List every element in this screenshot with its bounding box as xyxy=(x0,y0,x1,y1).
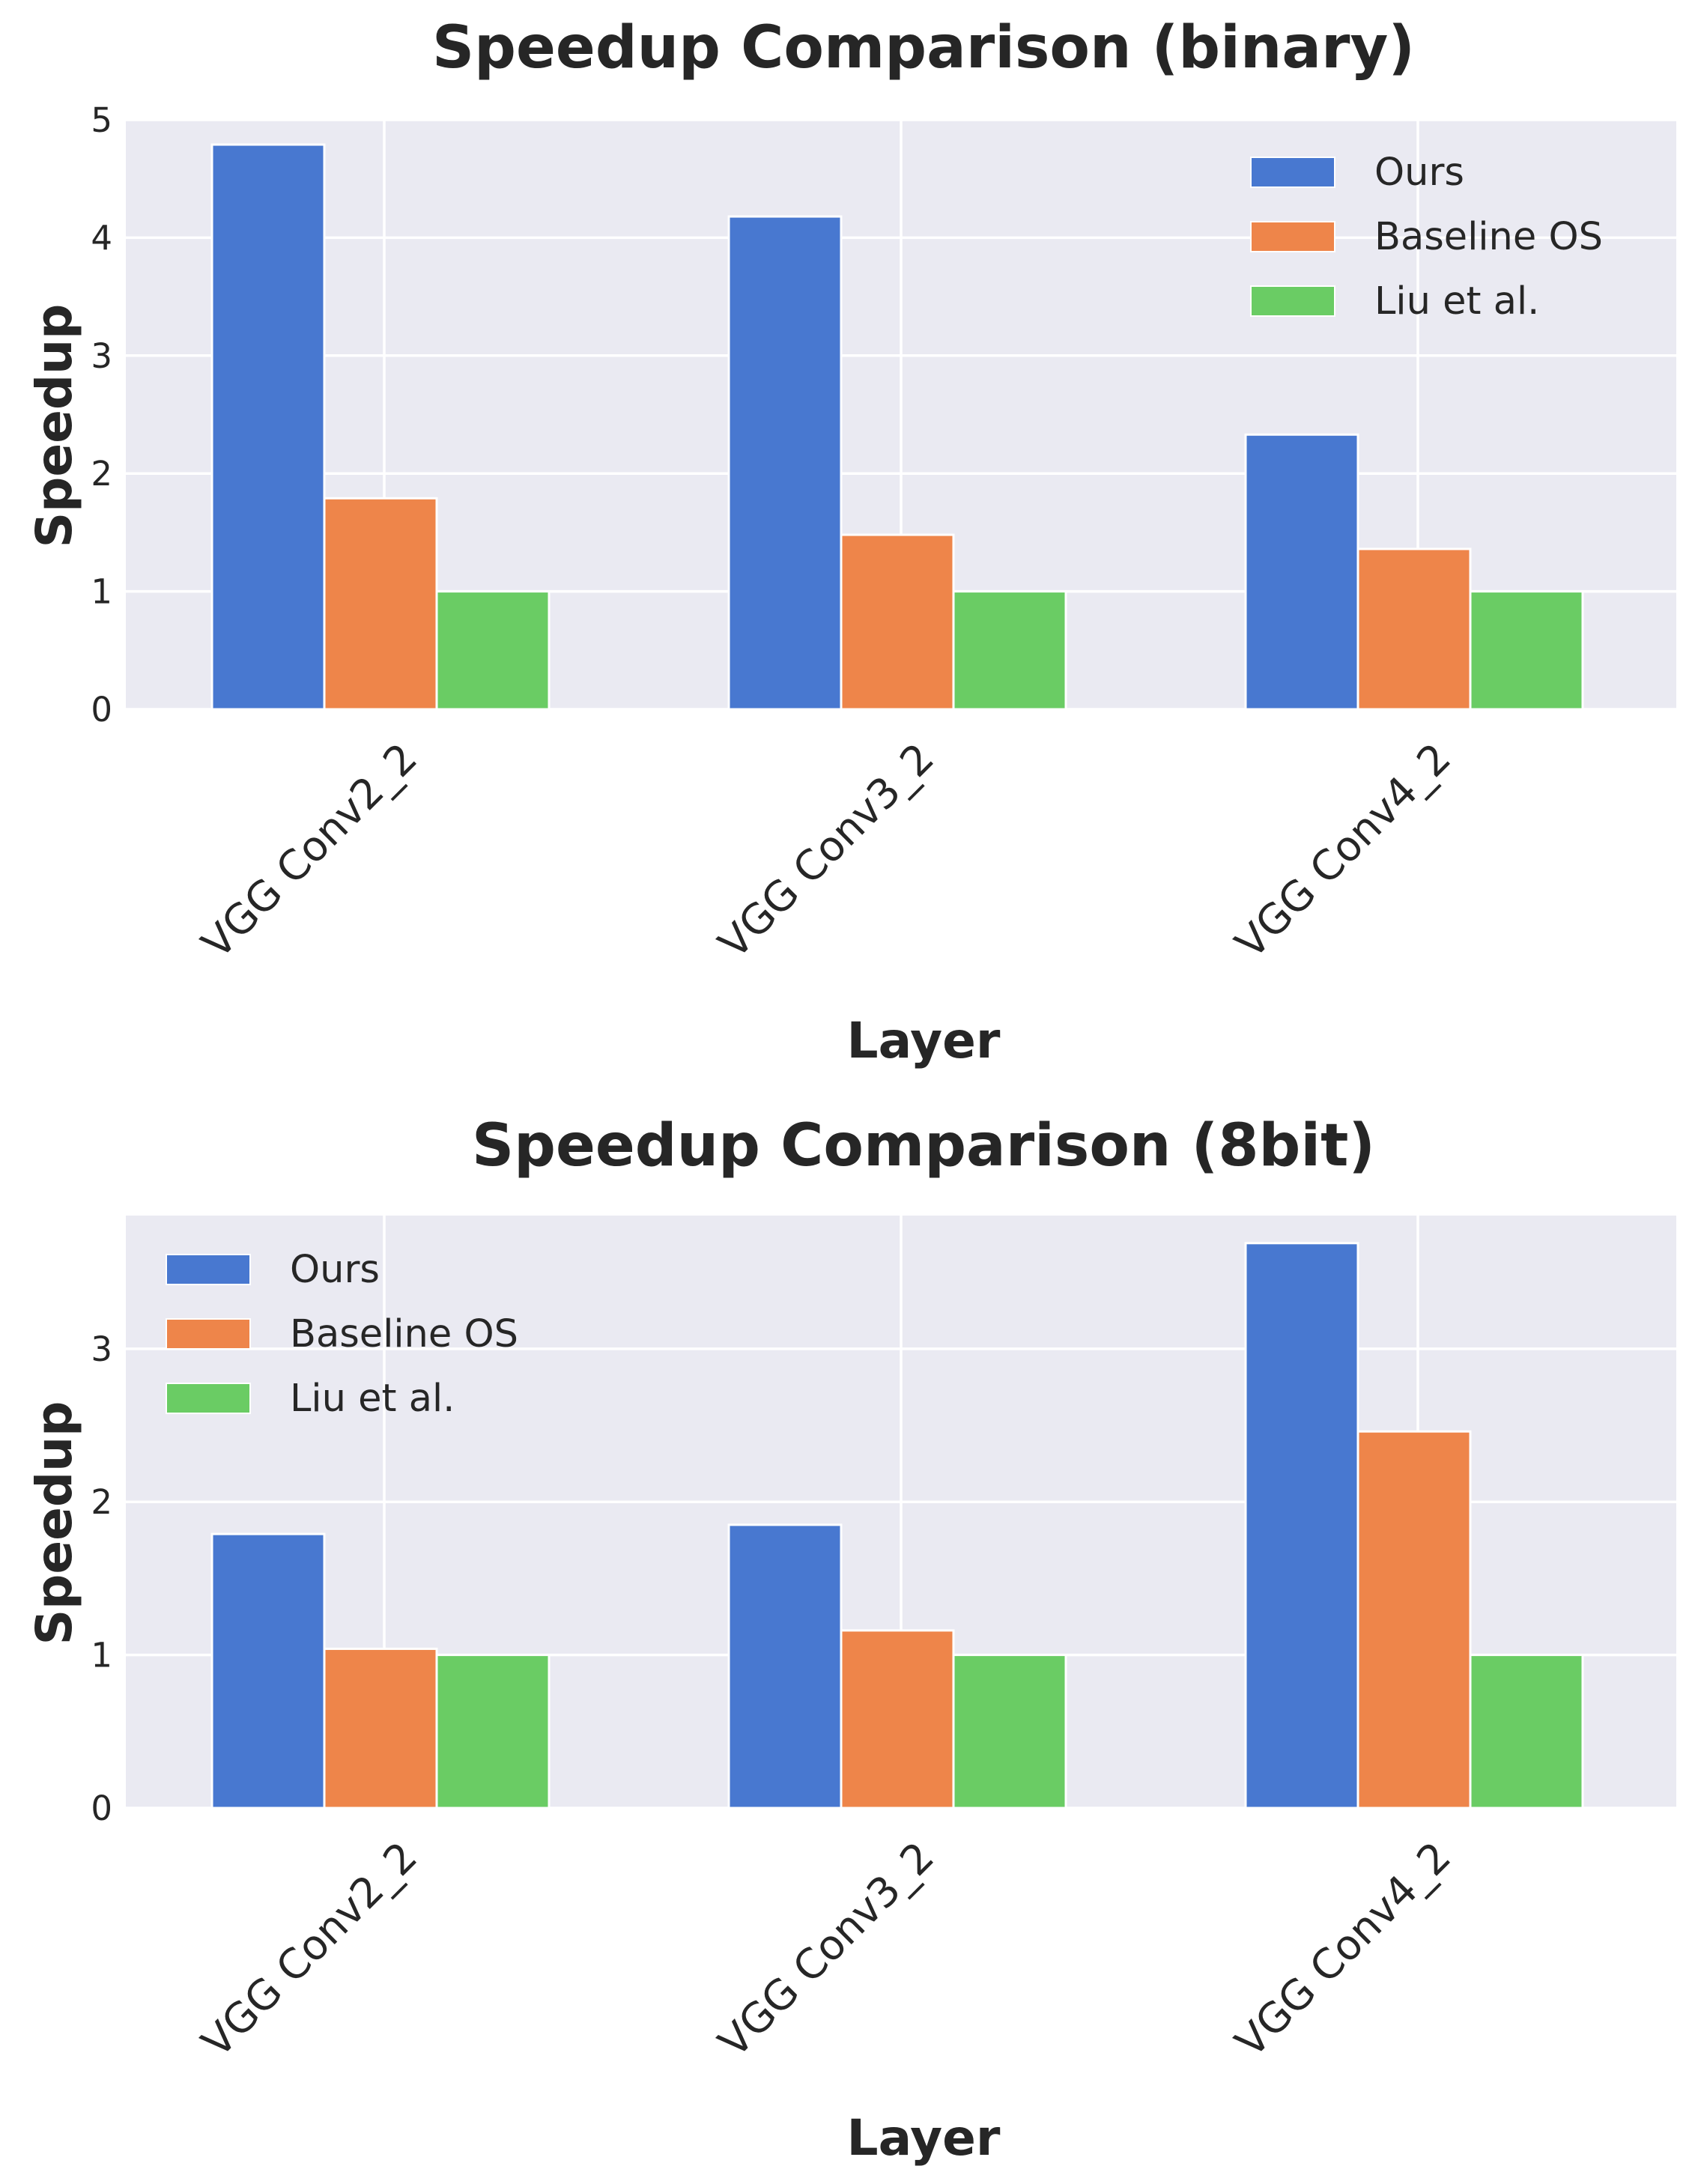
legend-swatch xyxy=(166,1254,251,1285)
x-axis-label: Layer xyxy=(847,2109,1001,2167)
y-tick-label: 0 xyxy=(91,690,112,729)
legend: Ours Baseline OS Liu et al. xyxy=(1250,151,1603,324)
bar-baseline-os-2 xyxy=(840,533,955,711)
y-tick-label: 0 xyxy=(91,1789,112,1828)
legend-swatch xyxy=(166,1318,251,1350)
legend: Ours Baseline OS Liu et al. xyxy=(166,1248,518,1421)
legend-label: Liu et al. xyxy=(290,1377,455,1421)
bar-baseline-os-3 xyxy=(1356,1430,1472,1810)
bar-baseline-os-2 xyxy=(840,1629,955,1810)
x-tick-label: VGG Conv4_2 xyxy=(1226,1833,1460,2066)
legend-label: Baseline OS xyxy=(1374,215,1603,259)
x-axis-label: Layer xyxy=(847,1012,1001,1070)
y-tick-label: 5 xyxy=(91,100,112,140)
y-tick-label: 1 xyxy=(91,1636,112,1675)
y-tick-label: 4 xyxy=(91,218,112,258)
bar-liu-et-al-2 xyxy=(952,1654,1067,1810)
chart-2: 0 1 2 3 VGG Conv2_2 VGG Conv3_2 VGG Conv4_2 Spe… xyxy=(25,1112,1676,2167)
bar-ours-3 xyxy=(1244,1242,1359,1810)
x-tick-label: VGG Conv3_2 xyxy=(709,1833,943,2066)
x-tick-label: VGG Conv2_2 xyxy=(192,1833,426,2066)
legend-swatch xyxy=(1250,221,1335,252)
chart-title: Speedup Comparison (binary) xyxy=(432,14,1415,82)
legend-label: Ours xyxy=(290,1248,380,1292)
x-tick-label: VGG Conv3_2 xyxy=(709,734,943,968)
bar-baseline-os-1 xyxy=(323,1647,438,1810)
legend-swatch xyxy=(1250,285,1335,317)
bar-liu-et-al-1 xyxy=(435,590,551,711)
y-tick-label: 1 xyxy=(91,572,112,612)
legend-label: Liu et al. xyxy=(1374,279,1539,324)
bar-baseline-os-3 xyxy=(1356,547,1472,711)
bar-liu-et-al-3 xyxy=(1469,1654,1584,1810)
bar-baseline-os-1 xyxy=(323,497,438,711)
y-axis-label: Speedup xyxy=(25,304,83,548)
bar-ours-1 xyxy=(210,143,326,711)
x-tick-label: VGG Conv2_2 xyxy=(192,734,426,968)
bar-liu-et-al-2 xyxy=(952,590,1067,711)
bar-ours-3 xyxy=(1244,433,1359,711)
bar-ours-2 xyxy=(727,1523,843,1810)
x-tick-label: VGG Conv4_2 xyxy=(1226,734,1460,968)
y-tick-label: 3 xyxy=(91,1329,112,1369)
bar-ours-2 xyxy=(727,215,843,711)
bar-liu-et-al-3 xyxy=(1469,590,1584,711)
y-tick-label: 3 xyxy=(91,336,112,376)
chart-title: Speedup Comparison (8bit) xyxy=(472,1112,1375,1180)
bar-ours-1 xyxy=(210,1532,326,1810)
y-tick-label: 2 xyxy=(91,1482,112,1522)
y-axis-label: Speedup xyxy=(25,1401,83,1645)
legend-label: Ours xyxy=(1374,151,1464,195)
y-tick-label: 2 xyxy=(91,454,112,494)
bar-liu-et-al-1 xyxy=(435,1654,551,1810)
chart-1: 0 1 2 3 4 5 VGG Conv2_2 VGG Conv3_2 VGG Conv4_2 S… xyxy=(25,14,1676,1070)
legend-swatch xyxy=(1250,157,1335,188)
legend-label: Baseline OS xyxy=(290,1312,518,1356)
legend-swatch xyxy=(166,1383,251,1414)
